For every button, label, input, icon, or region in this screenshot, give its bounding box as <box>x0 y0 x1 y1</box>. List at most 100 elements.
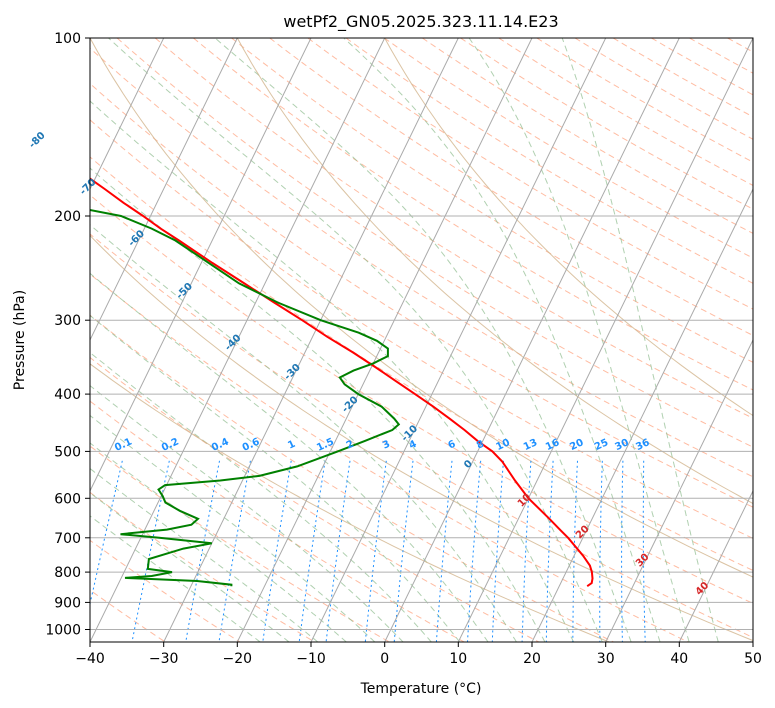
x-axis: −40 −30 −20 −10 0 10 20 30 40 50 <box>75 642 762 667</box>
moist-adiabat-line <box>90 272 489 642</box>
mixing-ratio-line <box>491 460 504 642</box>
isotherm-line <box>678 489 753 642</box>
isotherm-line <box>457 38 753 642</box>
moist-adiabat-line <box>90 351 432 642</box>
dry-adiabat-label: -80 <box>27 130 48 151</box>
mixing-ratio-line <box>90 460 123 607</box>
mixing-ratio-label: 1 <box>286 439 297 452</box>
dry-adiabat-label: -70 <box>78 177 99 198</box>
isotherm-line <box>90 38 238 342</box>
isotherm-line <box>384 38 680 642</box>
y-tick-label: 900 <box>54 595 81 611</box>
moist-adiabat-line <box>90 414 376 642</box>
mixing-ratio-line <box>599 460 603 642</box>
dry-adiabat-label: -40 <box>223 333 244 354</box>
reference-curve-line <box>236 38 753 505</box>
dry-adiabat-label: -20 <box>340 395 361 416</box>
y-tick-label: 300 <box>54 313 81 329</box>
pressure-gridlines <box>90 37 753 630</box>
mixing-ratio-line <box>435 460 453 642</box>
mixing-ratio-label: 16 <box>544 437 561 453</box>
dry-adiabat-label: -60 <box>126 228 147 249</box>
mixing-ratio-line <box>185 460 220 642</box>
reference-curve-line <box>90 38 753 578</box>
background-lines <box>90 38 753 642</box>
dry-adiabat-line <box>90 119 753 539</box>
isotherm-line <box>90 38 165 191</box>
isotherm-line <box>90 38 312 493</box>
moist-adiabat-line <box>90 314 461 642</box>
x-tick-label: −30 <box>149 651 179 667</box>
mixing-ratio-line <box>298 460 326 642</box>
moist-adiabat-line <box>90 224 517 642</box>
dry-adiabat-line <box>231 38 753 363</box>
mixing-ratio-label: 2 <box>345 439 356 452</box>
dry-adiabat-line <box>460 38 753 210</box>
dry-adiabat-line <box>269 38 753 337</box>
y-axis: 100 200 300 400 500 600 700 800 900 1000 <box>45 31 90 639</box>
mixing-ratio-line <box>393 460 414 642</box>
x-tick-label: 10 <box>449 651 467 667</box>
dry-adiabat-line <box>193 38 753 391</box>
moist-adiabat-line <box>90 467 319 642</box>
dry-adiabat-line <box>612 38 753 118</box>
x-tick-label: 20 <box>523 651 541 667</box>
mixing-ratio-label: 13 <box>522 437 539 453</box>
moist-adiabat-line <box>90 442 347 642</box>
reference-curve-line <box>384 38 753 417</box>
y-tick-label: 700 <box>54 531 81 547</box>
x-tick-label: −40 <box>75 651 105 667</box>
moist-adiabat-line <box>90 515 261 642</box>
isotherm-line <box>236 38 533 642</box>
x-tick-label: 40 <box>670 651 688 667</box>
y-tick-label: 100 <box>54 31 81 47</box>
dry-adiabat-label: -10 <box>400 423 421 444</box>
temperature-line <box>90 177 594 588</box>
plot-frame <box>89 37 754 643</box>
moist-adiabat-line <box>90 167 546 642</box>
dry-adiabat-line <box>90 491 315 642</box>
mixing-ratio-line <box>621 460 624 642</box>
dry-adiabat-line <box>90 82 753 508</box>
x-tick-label: 0 <box>380 651 389 667</box>
background-line-labels: 0.10.20.40.611.52346810131620253036-100-… <box>27 130 711 598</box>
x-tick-label: −10 <box>296 651 326 667</box>
mixing-ratio-line <box>131 460 170 642</box>
mixing-ratio-label: 4 <box>408 439 419 452</box>
isotherm-line <box>605 338 753 642</box>
dry-adiabat-line <box>383 38 753 259</box>
mixing-ratio-label: 8 <box>475 439 486 452</box>
mixing-ratio-line <box>642 460 646 642</box>
dry-adiabat-line <box>574 38 753 140</box>
y-tick-label: 1000 <box>45 623 81 639</box>
isotherm-line <box>752 640 753 642</box>
dry-adiabat-line <box>90 233 753 639</box>
mixing-ratio-line <box>325 460 351 642</box>
dry-adiabat-line <box>307 38 753 310</box>
mixing-ratio-label: 30 <box>613 437 630 453</box>
dry-adiabat-line <box>727 38 753 53</box>
chart-title: wetPf2_GN05.2025.323.11.14.E23 <box>283 12 558 32</box>
mixing-ratio-line <box>521 460 532 642</box>
moist-adiabat-line <box>90 492 290 642</box>
isotherm-line <box>531 187 753 642</box>
dry-adiabat-line <box>90 273 689 642</box>
dry-adiabat-line <box>345 38 753 284</box>
isotherm-line <box>90 38 386 642</box>
moist-adiabat-line <box>90 100 575 642</box>
dry-adiabat-line <box>90 445 390 642</box>
x-tick-label: 30 <box>597 651 615 667</box>
mixing-ratio-line <box>218 460 251 642</box>
dry-adiabat-line <box>422 38 753 234</box>
mixing-ratio-line <box>572 460 578 642</box>
x-tick-label: −20 <box>223 651 253 667</box>
y-tick-label: 200 <box>54 209 81 225</box>
x-tick-label: 50 <box>744 651 762 667</box>
reference-curve-line <box>90 363 610 642</box>
dry-adiabat-line <box>90 539 241 642</box>
moist-adiabat-line <box>108 38 603 642</box>
moist-adiabat-line <box>343 38 661 642</box>
y-tick-label: 600 <box>54 491 81 507</box>
x-axis-title: Temperature (°C) <box>360 681 482 697</box>
